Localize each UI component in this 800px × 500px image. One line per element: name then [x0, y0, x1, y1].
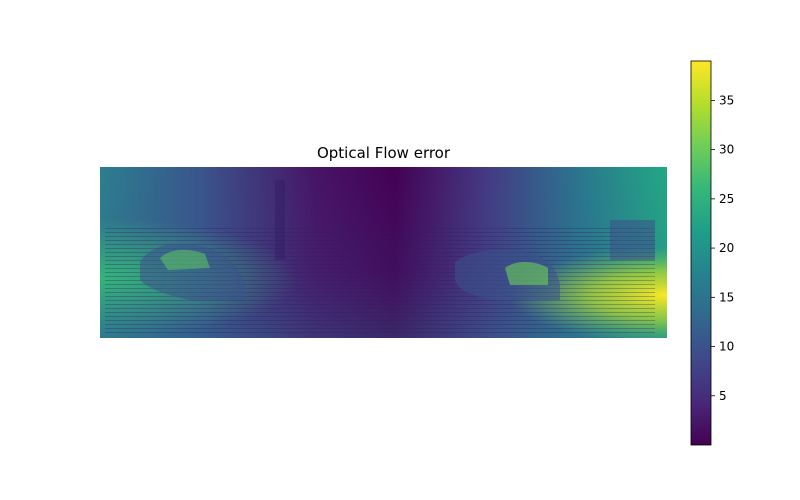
- colorbar-gradient: [691, 61, 711, 445]
- left-car-window: [160, 249, 210, 270]
- colorbar-tick-label: 15: [719, 290, 734, 304]
- chart-title: Optical Flow error: [317, 144, 451, 162]
- right-car-window: [505, 262, 548, 285]
- colorbar-tick-label: 30: [719, 143, 734, 157]
- colorbar: 5 10 15 20 25 30 35: [690, 60, 734, 446]
- colorbar-frame: [690, 60, 712, 446]
- heatmap-image: [100, 167, 667, 338]
- right-structure: [610, 220, 655, 260]
- colorbar-tick-label: 5: [719, 389, 727, 403]
- colorbar-ticks: 5 10 15 20 25 30 35: [711, 93, 734, 403]
- colorbar-tick-label: 10: [719, 340, 734, 354]
- colorbar-tick-label: 35: [719, 93, 734, 107]
- center-post: [275, 180, 285, 260]
- colorbar-tick-label: 20: [719, 241, 734, 255]
- colorbar-tick-label: 25: [719, 192, 734, 206]
